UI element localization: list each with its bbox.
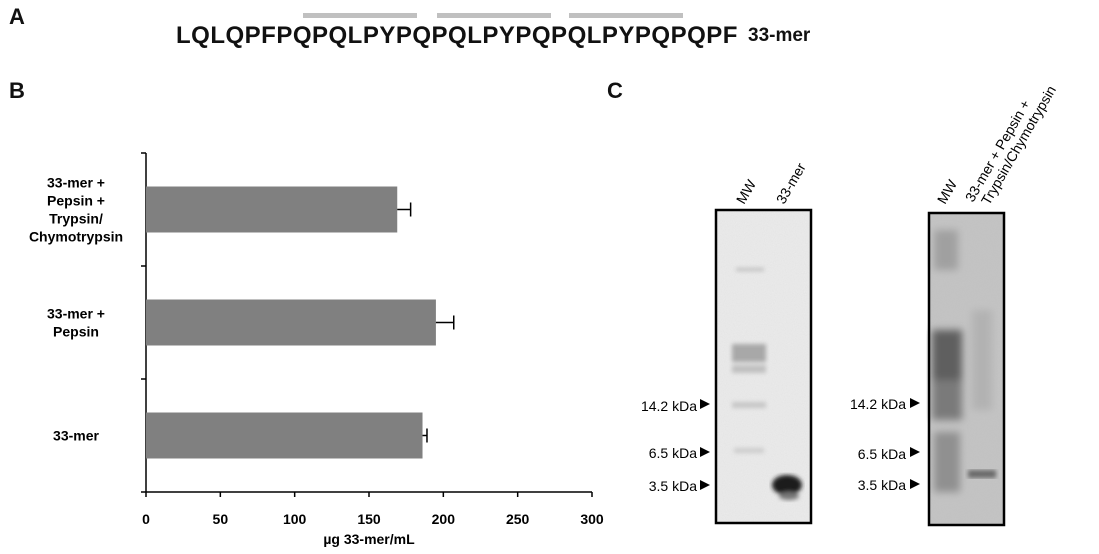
marker-arrow bbox=[700, 480, 710, 490]
marker-arrow bbox=[700, 399, 710, 409]
sequence-highlight-bar bbox=[303, 13, 417, 18]
sequence-label: 33-mer bbox=[748, 25, 811, 46]
gel-1 bbox=[714, 208, 813, 525]
gel-2 bbox=[927, 211, 1006, 527]
x-tick-label: 250 bbox=[506, 511, 530, 527]
bar bbox=[146, 412, 423, 459]
x-tick-label: 100 bbox=[283, 511, 307, 527]
x-tick-label: 50 bbox=[213, 511, 229, 527]
marker-label-6kda: 6.5 kDa bbox=[858, 446, 906, 462]
x-axis-label: µg 33-mer/mL bbox=[323, 531, 415, 547]
marker-label-6kda: 6.5 kDa bbox=[649, 445, 697, 461]
marker-label-14kda: 14.2 kDa bbox=[850, 396, 906, 412]
gel-images: MW 33-mer MW 33-mer + Pepsin + Trypsin/C… bbox=[641, 83, 1059, 527]
x-tick-label: 300 bbox=[580, 511, 604, 527]
gel2-markers: 14.2 kDa 6.5 kDa 3.5 kDa bbox=[850, 396, 920, 493]
marker-label-3kda: 3.5 kDa bbox=[649, 478, 697, 494]
x-tick-label: 0 bbox=[142, 511, 150, 527]
bar bbox=[146, 299, 436, 346]
gel-1-frame bbox=[714, 208, 813, 525]
marker-arrow bbox=[910, 398, 920, 408]
marker-label-3kda: 3.5 kDa bbox=[858, 477, 906, 493]
sequence-highlight-bar bbox=[437, 13, 551, 18]
sequence-highlight-bars bbox=[303, 13, 683, 18]
category-label: 33-mer bbox=[53, 428, 99, 444]
marker-arrow bbox=[700, 447, 710, 457]
x-tick-label: 200 bbox=[432, 511, 456, 527]
panel-b-letter: B bbox=[9, 78, 25, 103]
panel-a-letter: A bbox=[9, 4, 25, 29]
gel2-lane-label-mw: MW bbox=[934, 176, 961, 206]
gel1-lane-label-mw: MW bbox=[733, 176, 760, 206]
category-label: 33-mer + Pepsin bbox=[47, 306, 105, 340]
category-label: 33-mer + Pepsin + Trypsin/Chymotrypsin bbox=[29, 175, 123, 245]
sequence-highlight-bar bbox=[569, 13, 683, 18]
bar bbox=[146, 186, 398, 233]
panel-c-letter: C bbox=[607, 78, 623, 103]
peptide-sequence: LQLQPFPQPQLPYPQPQLPYPQPQLPYPQPQPF bbox=[176, 22, 738, 49]
marker-label-14kda: 14.2 kDa bbox=[641, 398, 697, 414]
gel1-markers: 14.2 kDa 6.5 kDa 3.5 kDa bbox=[641, 398, 710, 494]
gel-2-frame bbox=[927, 211, 1006, 527]
marker-arrow bbox=[910, 447, 920, 457]
x-tick-label: 150 bbox=[357, 511, 381, 527]
bar-chart: 0 50 100 150 200 250 300 µg 33-mer/mL 33-mer + Pe… bbox=[29, 152, 604, 547]
gel1-lane-label-33mer: 33-mer bbox=[773, 160, 809, 207]
marker-arrow bbox=[910, 479, 920, 489]
